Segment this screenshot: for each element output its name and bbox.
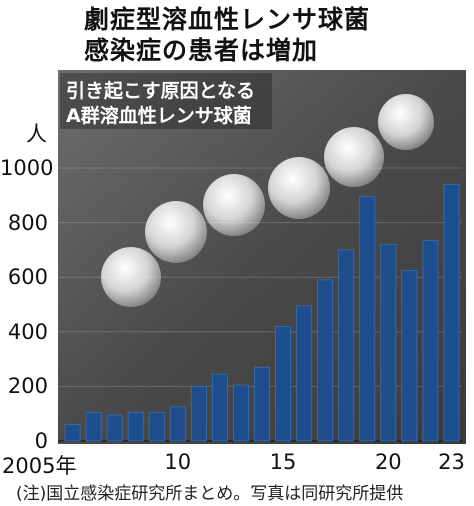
bars xyxy=(64,183,460,442)
bar-2013 xyxy=(232,384,249,442)
bar-2015 xyxy=(275,325,292,442)
x-tick-label: 10 xyxy=(164,450,192,474)
chart-title-line-2: 感染症の患者は増加 xyxy=(84,36,319,65)
photo-caption-line-2: A群溶血性レンサ球菌 xyxy=(66,104,252,127)
bar-2018 xyxy=(338,249,355,442)
bacterium-cell-6 xyxy=(378,94,434,150)
x-tick-label: 20 xyxy=(374,450,402,474)
bar-2008 xyxy=(127,411,144,442)
y-tick-label: 200 xyxy=(7,374,48,399)
photo-caption-box xyxy=(60,73,272,129)
y-tick-label: 1000 xyxy=(0,156,54,180)
y-tick-label: 800 xyxy=(7,210,48,235)
photo-caption-line-1: 引き起こす原因となる xyxy=(66,80,255,102)
bar-2009 xyxy=(148,411,165,442)
bar-2011 xyxy=(190,385,207,442)
y-axis-unit: 人 xyxy=(26,122,47,146)
bar-2005 xyxy=(64,424,81,442)
bar-2020 xyxy=(380,244,397,442)
bacterium-cell-4 xyxy=(268,157,330,219)
x-tick-label: 15 xyxy=(269,450,297,474)
y-tick-label: 400 xyxy=(7,319,48,344)
bacterium-cell-1 xyxy=(101,247,161,307)
bar-2022 xyxy=(422,239,439,442)
bar-2007 xyxy=(106,414,123,442)
bar-2012 xyxy=(211,373,228,442)
bacterium-cell-3 xyxy=(203,174,265,236)
bar-2021 xyxy=(401,269,418,442)
y-tick-label: 600 xyxy=(7,265,48,290)
bacterium-cell-2 xyxy=(145,201,207,263)
bar-2016 xyxy=(296,305,313,442)
bacterium-cell-5 xyxy=(324,127,384,187)
bar-2017 xyxy=(317,279,334,442)
source-note: (注)国立感染症研究所まとめ。写真は同研究所提供 xyxy=(16,484,404,504)
x-tick-label: 23 xyxy=(438,450,465,474)
bar-2006 xyxy=(85,411,102,442)
bar-2019 xyxy=(359,196,376,442)
chart-title: 劇症型溶血性レンサ球菌 感染症の患者は増加 xyxy=(84,4,370,66)
y-tick-label: 0 xyxy=(34,429,48,453)
bar-2023 xyxy=(443,183,460,442)
chart-title-line-1: 劇症型溶血性レンサ球菌 xyxy=(84,5,371,34)
streptococcus-photo xyxy=(101,94,434,307)
bar-2014 xyxy=(254,366,270,442)
bar-2010 xyxy=(169,406,186,442)
x-tick-label: 2005年 xyxy=(2,454,77,478)
